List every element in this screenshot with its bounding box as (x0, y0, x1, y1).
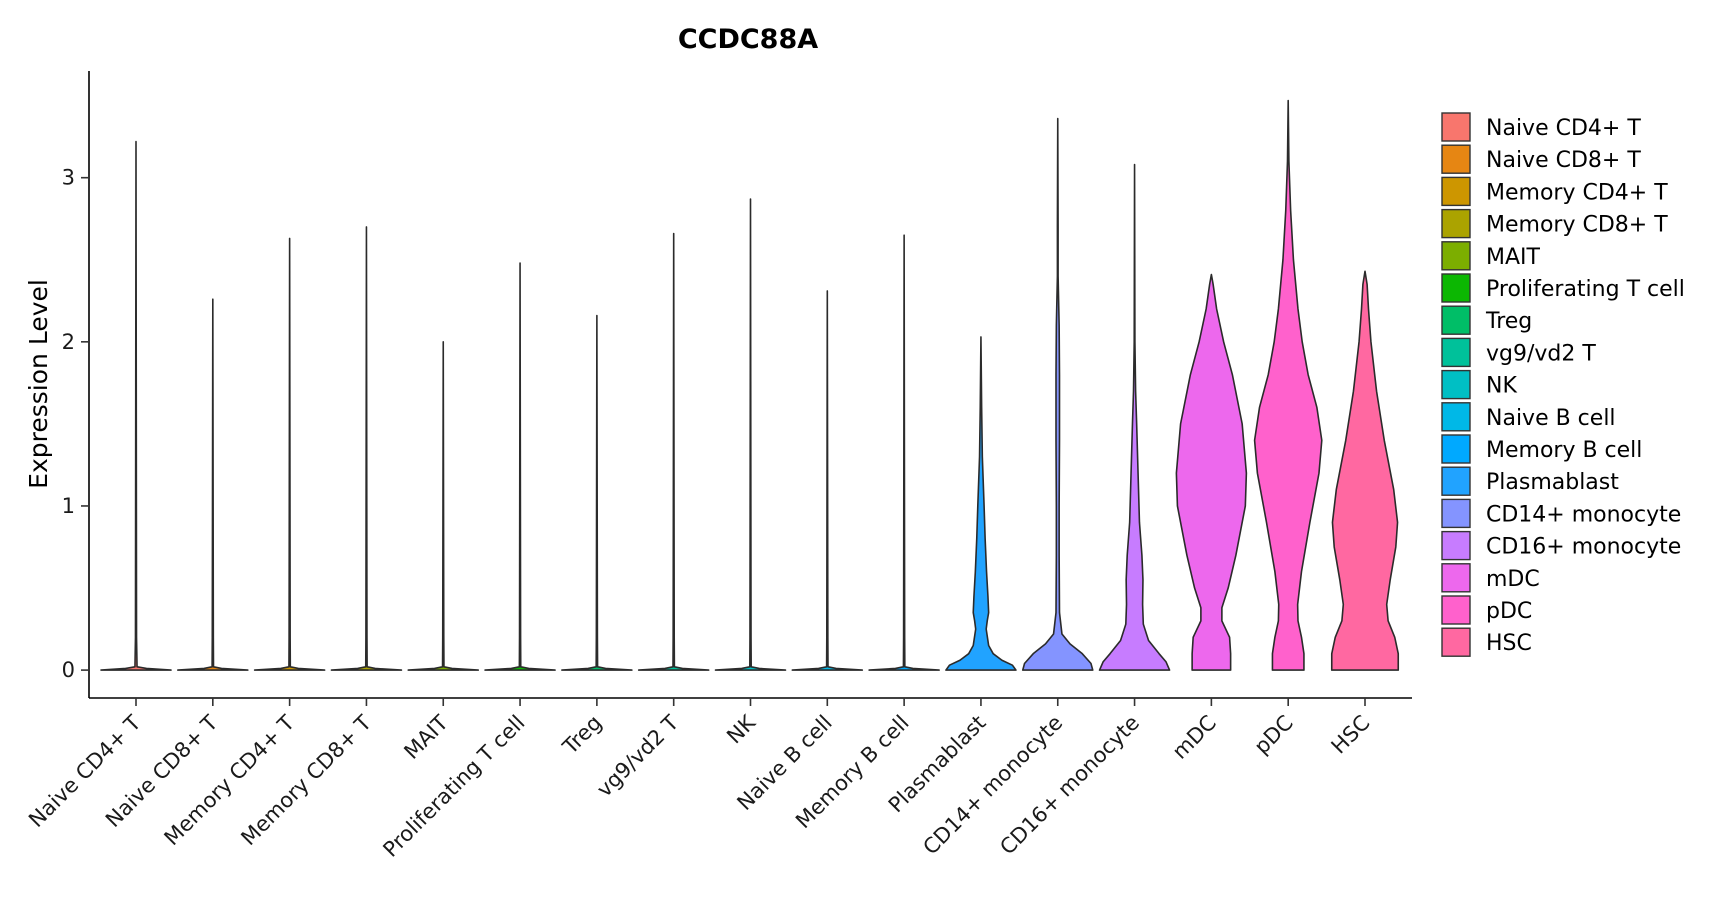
legend-label: CD14+ monocyte (1486, 502, 1681, 527)
legend-label: Naive B cell (1486, 406, 1616, 431)
legend-label: NK (1486, 374, 1517, 399)
legend-swatch (1441, 466, 1471, 496)
legend-swatch (1441, 563, 1471, 593)
legend-label: Memory CD4+ T (1486, 180, 1668, 205)
y-tick-label: 3 (62, 166, 75, 190)
x-tick-label: mDC (1168, 711, 1221, 764)
legend-label: CD16+ monocyte (1486, 535, 1681, 560)
legend-swatch (1441, 369, 1471, 400)
legend-swatch (1441, 241, 1471, 271)
legend-label: Proliferating T cell (1486, 277, 1685, 302)
chart-title: CCDC88A (678, 24, 818, 55)
violin-7 (561, 314, 633, 671)
violin-12 (945, 336, 1017, 671)
violin-9 (714, 198, 787, 671)
legend-swatch (1441, 530, 1471, 561)
legend-label: mDC (1486, 567, 1540, 592)
legend-label: Treg (1485, 309, 1532, 334)
y-tick-label: 2 (62, 330, 75, 354)
violin-10 (791, 290, 864, 671)
legend-label: pDC (1486, 599, 1532, 624)
x-tick-label: Memory CD8+ T (236, 710, 376, 850)
violin-17 (1330, 270, 1400, 671)
legend-swatch (1441, 337, 1471, 368)
legend-swatch (1441, 627, 1471, 657)
x-tick-label: Proliferating T cell (378, 711, 529, 862)
violin-14 (1098, 163, 1171, 671)
legend-swatch (1441, 208, 1471, 239)
y-ticks: 0 1 2 3 (62, 166, 89, 682)
x-tick-label: CD16+ monocyte (995, 711, 1144, 860)
x-tick-label: vg9/vd2 T (592, 710, 683, 801)
legend-label: Naive CD8+ T (1486, 148, 1641, 173)
violin-group (100, 99, 1400, 671)
x-tick-label: HSC (1327, 711, 1375, 759)
x-tick-label: MAIT (399, 710, 453, 764)
legend: Naive CD4+ T Naive CD8+ T Memory CD4+ T Mem… (1441, 112, 1685, 657)
legend-label: MAIT (1486, 245, 1541, 270)
legend-swatch (1441, 595, 1471, 625)
legend-swatch (1441, 305, 1471, 335)
violin-3 (253, 237, 326, 671)
violin-1 (100, 140, 172, 671)
legend-swatch (1441, 112, 1471, 142)
legend-label: Naive CD4+ T (1486, 116, 1641, 141)
y-tick-label: 1 (62, 494, 75, 518)
legend-swatch (1441, 434, 1471, 464)
y-axis-label: Expression Level (24, 279, 53, 489)
legend-swatch (1441, 402, 1471, 432)
legend-swatch (1441, 498, 1471, 529)
x-tick-label: Treg (557, 711, 606, 760)
x-tick-label: CD14+ monocyte (918, 711, 1067, 860)
legend-swatch (1441, 176, 1471, 207)
violin-6 (484, 262, 556, 671)
violin-16 (1253, 99, 1323, 671)
violin-2 (177, 298, 249, 671)
legend-swatch (1441, 144, 1471, 174)
legend-label: vg9/vd2 T (1486, 341, 1596, 366)
x-tick-label: NK (722, 710, 761, 749)
legend-label: HSC (1486, 631, 1532, 656)
legend-swatch (1441, 273, 1471, 303)
y-tick-label: 0 (62, 658, 75, 682)
violin-15 (1175, 273, 1248, 671)
violin-4 (330, 226, 403, 671)
violin-8 (637, 232, 710, 671)
x-tick-label: pDC (1250, 711, 1298, 759)
legend-label: Plasmablast (1486, 470, 1619, 495)
violin-13 (1021, 117, 1094, 671)
violin-11 (868, 234, 940, 671)
legend-label: Memory B cell (1486, 438, 1642, 463)
legend-label: Memory CD8+ T (1486, 213, 1668, 238)
x-tick-label: Memory CD4+ T (160, 710, 300, 850)
violin-5 (407, 341, 480, 671)
